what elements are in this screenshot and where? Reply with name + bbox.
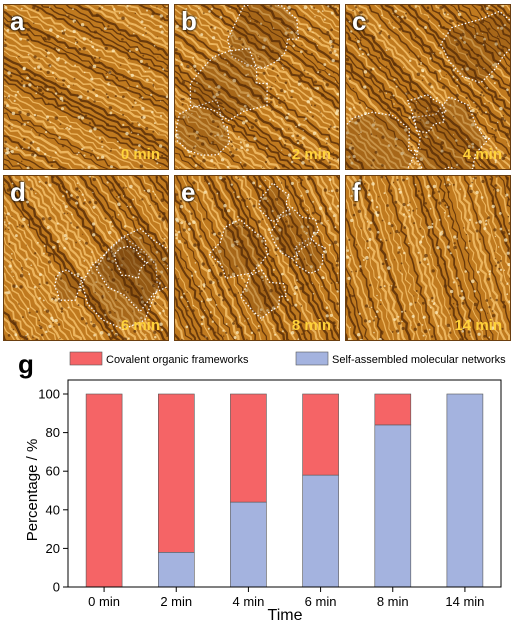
panel-time-label: 4 min <box>462 146 502 163</box>
afm-image <box>4 5 168 169</box>
y-tick-label: 20 <box>46 541 60 556</box>
x-tick-label: 14 min <box>445 594 484 609</box>
panel-time-label: 0 min <box>120 146 160 163</box>
legend-label: Covalent organic frameworks <box>106 354 249 366</box>
legend: Covalent organic frameworks Self-assemble… <box>69 351 506 366</box>
y-tick-label: 40 <box>46 502 60 517</box>
bar-self-assembled <box>158 552 195 588</box>
panel-time-label: 2 min <box>291 146 331 163</box>
bar-covalent <box>158 393 195 553</box>
afm-panel-b: b 2 min <box>174 4 340 170</box>
legend-swatch <box>295 351 329 366</box>
bar-self-assembled <box>446 393 484 588</box>
panel-letter: b <box>181 6 197 36</box>
x-tick-label: 0 min <box>88 594 120 609</box>
legend-swatch <box>69 351 103 366</box>
y-tick-label: 80 <box>46 425 60 440</box>
afm-panel-e: e 8 min <box>174 175 340 341</box>
bar-covalent <box>302 393 339 476</box>
chart-panel-letter: g <box>18 349 34 379</box>
y-axis-label: Percentage / % <box>24 439 41 542</box>
afm-image <box>4 176 168 340</box>
bar-covalent <box>374 393 412 426</box>
panel-time-label: 14 min <box>454 317 502 334</box>
x-tick-label: 8 min <box>377 594 409 609</box>
afm-panel-d: d 6 min <box>3 175 169 341</box>
axes: 0 min 2 min 4 min 6 min 8 min 14 min 0 20 40 60 80… <box>38 379 502 609</box>
panel-letter: f <box>352 177 361 207</box>
bars <box>85 393 484 588</box>
x-tick-label: 2 min <box>160 594 192 609</box>
y-tick-label: 100 <box>38 387 60 402</box>
panel-time-label: 8 min <box>291 317 331 334</box>
bar-covalent <box>85 393 123 588</box>
y-tick-label: 60 <box>46 464 60 479</box>
bar-self-assembled <box>302 474 339 588</box>
afm-image <box>175 176 339 340</box>
panel-letter: a <box>10 6 25 36</box>
bar-covalent <box>230 393 267 503</box>
afm-image <box>346 5 510 169</box>
x-axis-label: Time <box>268 607 303 624</box>
x-tick-label: 4 min <box>233 594 265 609</box>
plot-frame <box>67 379 502 588</box>
panel-time-label: 6 min <box>120 317 160 334</box>
x-tick-label: 6 min <box>305 594 337 609</box>
bar-self-assembled <box>230 501 267 588</box>
stacked-bar-chart: g Covalent organic frameworks Self-assemb… <box>18 349 506 624</box>
panel-letter: d <box>10 177 26 207</box>
afm-panel-c: c 4 min <box>345 4 511 170</box>
panel-letter: e <box>181 177 196 207</box>
afm-panel-f: f 14 min <box>345 175 511 341</box>
afm-panel-a: a 0 min <box>3 4 169 170</box>
y-tick-label: 0 <box>53 580 60 595</box>
afm-image <box>175 5 339 169</box>
legend-label: Self-assembled molecular networks <box>332 354 506 366</box>
afm-image <box>346 176 510 340</box>
bar-self-assembled <box>374 424 412 588</box>
panel-letter: c <box>352 6 367 36</box>
